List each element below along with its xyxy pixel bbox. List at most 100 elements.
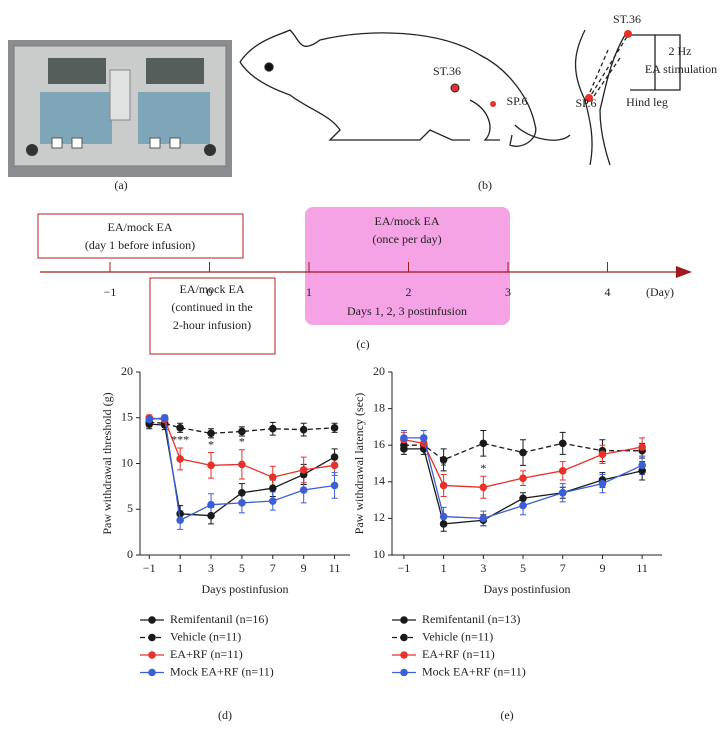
y-tick-label: 15 (121, 410, 133, 424)
legend-marker (148, 633, 156, 642)
data-point (268, 473, 277, 482)
data-point (207, 461, 215, 470)
y-tick-label: 14 (373, 474, 385, 488)
data-point (638, 467, 646, 475)
data-point (638, 461, 646, 470)
annotation: * (480, 461, 486, 475)
legend-label: Remifentanil (n=13) (422, 612, 520, 626)
timeline-text: EA/mock EA (180, 282, 245, 296)
data-point (400, 441, 408, 450)
y-tick-label: 12 (373, 510, 385, 524)
data-point (207, 511, 215, 520)
y-tick-label: 16 (373, 437, 385, 451)
series-line (403, 448, 643, 525)
legend-marker (400, 668, 408, 677)
data-point (558, 439, 567, 448)
data-point (207, 429, 215, 438)
data-point (330, 453, 339, 461)
x-tick-label: 1 (177, 561, 183, 575)
legend-marker (400, 616, 408, 624)
timeline-text: 2-hour infusion) (173, 318, 251, 332)
data-point (598, 450, 607, 459)
legend-marker (148, 616, 156, 624)
x-tick-label: 9 (301, 561, 307, 575)
data-point (176, 424, 184, 432)
data-point (598, 479, 607, 488)
x-axis-label: Days postinfusion (484, 582, 571, 596)
timeline-text: Days 1, 2, 3 postinfusion (347, 304, 467, 318)
annotation: * (441, 459, 447, 473)
x-tick-label: 3 (480, 561, 486, 575)
diagram-label: ST.36 (433, 64, 461, 78)
data-point (299, 466, 308, 474)
annotation: * (239, 435, 245, 449)
diagram-label: EA stimulation (645, 62, 717, 76)
x-tick-label: −1 (398, 561, 411, 575)
x-tick-label: 7 (270, 561, 276, 575)
data-point (558, 467, 567, 475)
timeline-tick-label: 2 (406, 285, 412, 299)
data-point (176, 516, 184, 525)
data-point (439, 512, 448, 521)
timeline-tick-label: 1 (306, 285, 312, 299)
data-point (238, 460, 246, 469)
data-point (479, 439, 488, 448)
data-point (330, 424, 339, 432)
timeline-text: (day 1 before infusion) (85, 238, 195, 252)
timeline-unit: (Day) (646, 285, 674, 299)
timeline-text: EA/mock EA (375, 214, 440, 228)
series-line (403, 437, 643, 520)
timeline-arrow (676, 266, 692, 278)
data-point (419, 434, 428, 442)
data-point (519, 501, 527, 510)
diagram-label: Hind leg (626, 95, 668, 109)
legend-marker (400, 633, 408, 642)
series-line (149, 417, 335, 478)
y-tick-label: 10 (373, 547, 385, 561)
data-point (479, 514, 488, 523)
x-tick-label: 9 (599, 561, 605, 575)
panel-label: (c) (356, 337, 369, 351)
legend-label: Remifentanil (n=16) (170, 612, 268, 626)
x-tick-label: 7 (560, 561, 566, 575)
data-point (330, 481, 339, 490)
x-tick-label: 3 (208, 561, 214, 575)
data-point (176, 455, 184, 463)
data-point (268, 497, 277, 505)
panel-label: (b) (478, 178, 492, 192)
x-axis-label: Days postinfusion (202, 582, 289, 596)
data-point (145, 415, 154, 424)
data-point (439, 520, 448, 528)
timeline-box (37, 213, 244, 259)
annotation: *** (171, 433, 189, 447)
data-point (519, 474, 527, 482)
data-point (519, 494, 527, 503)
y-axis-label: Paw withdrawal threshold (g) (100, 392, 114, 534)
data-point (519, 448, 527, 457)
timeline-text: EA/mock EA (108, 220, 173, 234)
diagram-label: 2 Hz (669, 44, 692, 58)
acupoint (624, 30, 632, 38)
timeline-box (149, 277, 276, 355)
rat-drawing (239, 29, 681, 166)
data-point (439, 481, 448, 490)
data-point (299, 486, 308, 494)
legend-label: Mock EA+RF (n=11) (422, 664, 526, 678)
y-tick-label: 20 (373, 364, 385, 378)
acupoint (585, 94, 593, 102)
legend-marker (148, 651, 156, 659)
timeline: −1 0 1 2 3 4 (Day) EA/mock EA (day 1 before infu… (85, 214, 674, 332)
x-tick-label: 11 (636, 561, 648, 575)
data-point (638, 443, 646, 451)
data-point (299, 425, 308, 434)
y-tick-label: 20 (121, 364, 133, 378)
diagram-label: SP.6 (575, 96, 596, 110)
acupoint (490, 101, 496, 107)
treatment-period (305, 207, 510, 325)
x-tick-label: 1 (441, 561, 447, 575)
panel-label: (d) (218, 708, 232, 722)
x-tick-label: 5 (520, 561, 526, 575)
timeline-tick-label: 0 (207, 285, 213, 299)
